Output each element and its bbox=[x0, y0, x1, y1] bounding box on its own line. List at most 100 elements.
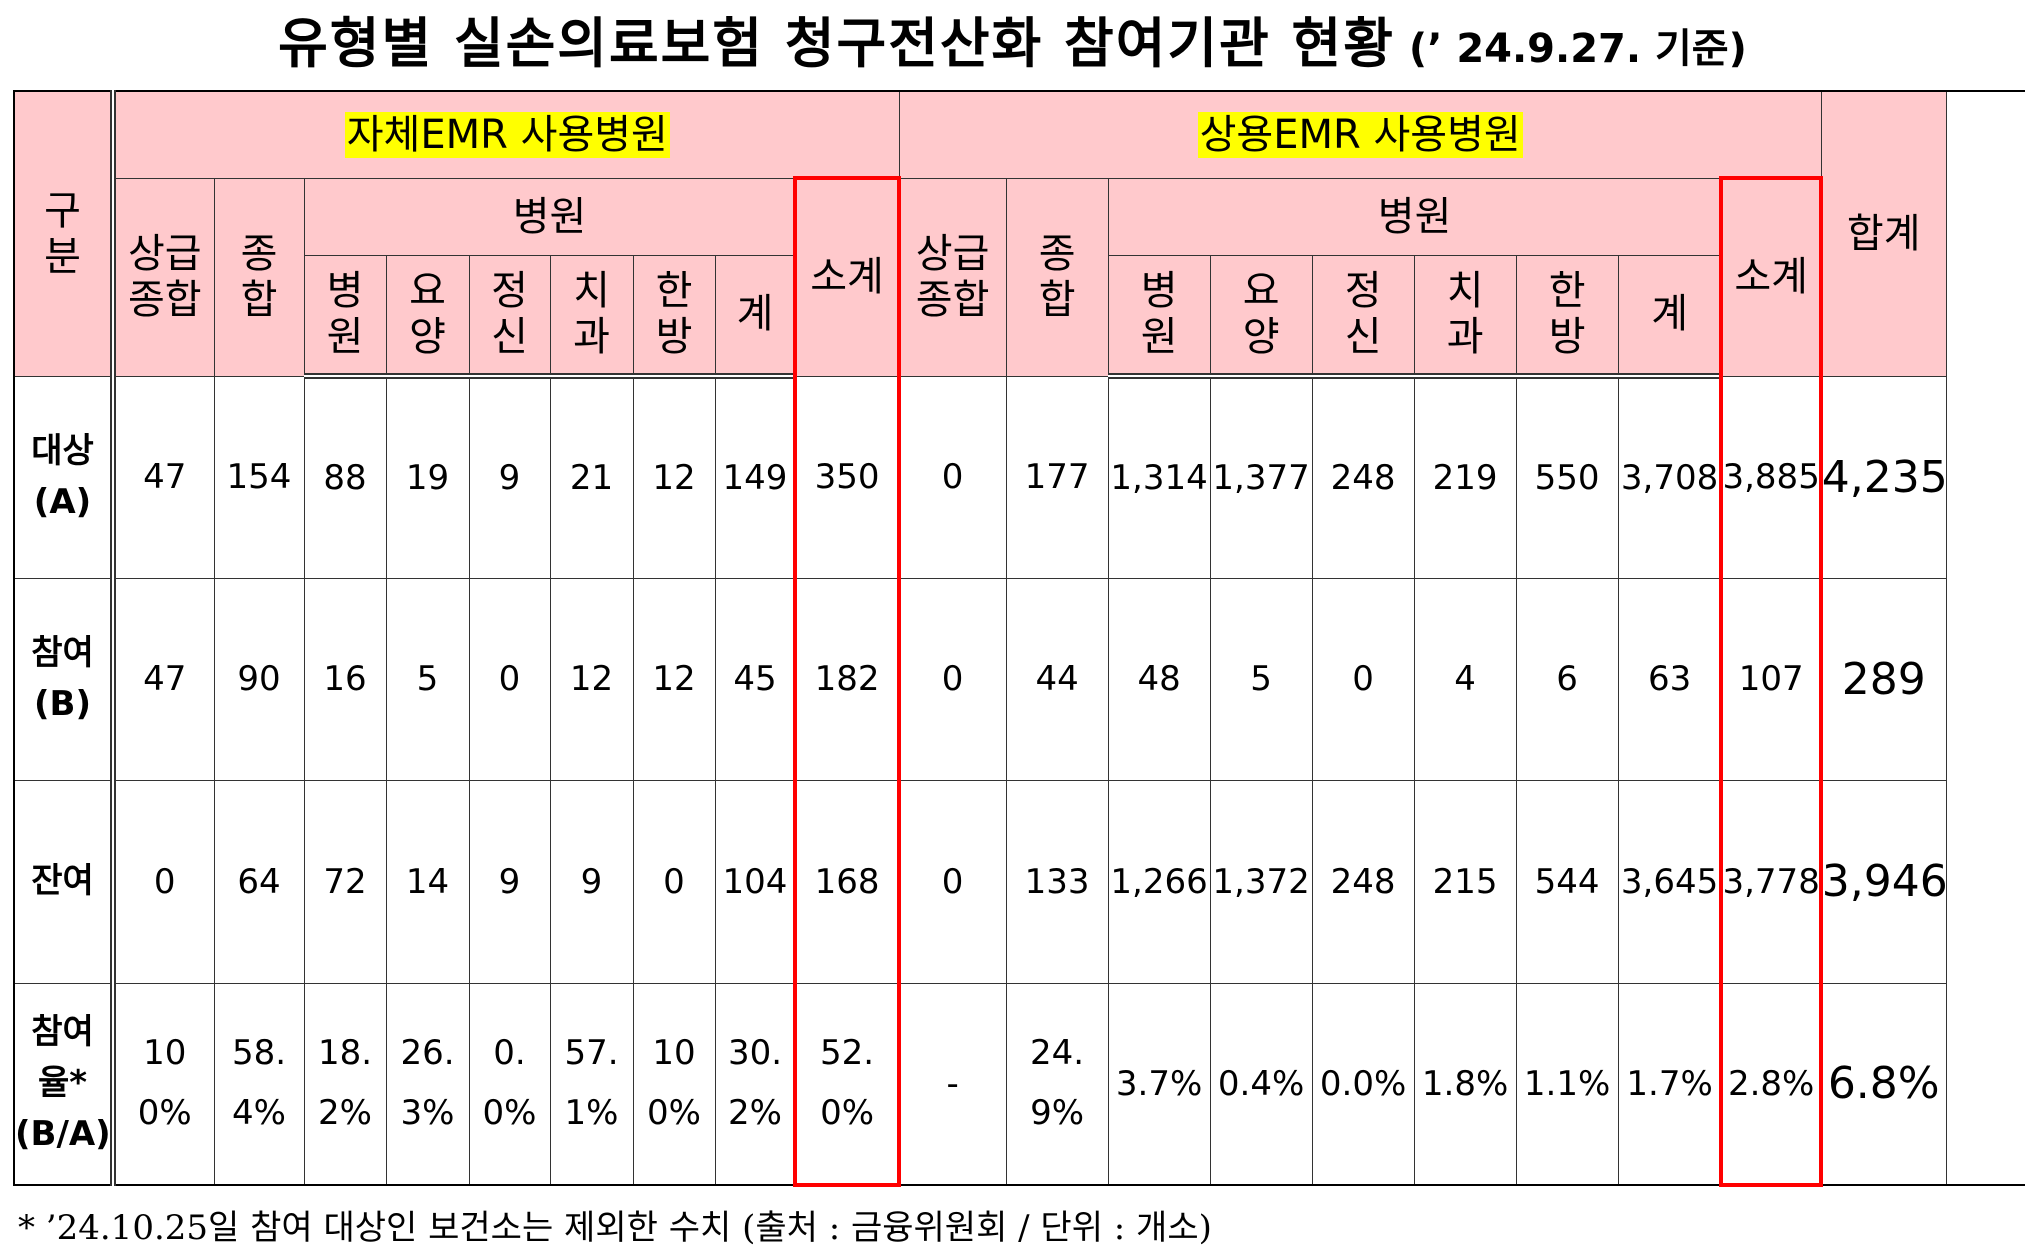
value-cell: 0 bbox=[1311, 577, 1415, 781]
value-cell: 100% bbox=[112, 982, 215, 1186]
subtotal-text: 소계 bbox=[810, 254, 884, 300]
type-text: 요 bbox=[409, 268, 446, 315]
cell-text: 1.7% bbox=[1626, 1063, 1713, 1104]
cell-text: 5 bbox=[1250, 659, 1272, 699]
cell-text: 3,708 bbox=[1620, 458, 1719, 499]
value-cell: 44 bbox=[1005, 577, 1109, 781]
value-cell: 0.0% bbox=[468, 982, 551, 1186]
cell-text: 57.1% bbox=[564, 1033, 619, 1133]
value-cell: 1,372 bbox=[1209, 779, 1313, 984]
value-cell: 154 bbox=[213, 375, 305, 579]
cell-text: 182 bbox=[814, 659, 880, 699]
cell-text: 3,645 bbox=[1620, 861, 1719, 902]
cell-text: 9 bbox=[498, 458, 521, 499]
cell-text: 45 bbox=[733, 659, 777, 699]
subtotal-header: 소계 bbox=[1720, 177, 1822, 377]
row-label-text: 율* bbox=[37, 1063, 88, 1104]
value-cell: 16 bbox=[303, 577, 387, 781]
cell-text: 100% bbox=[647, 1033, 701, 1133]
title-note: (’ 24.9.27. 기준) bbox=[1408, 26, 1747, 72]
value-cell: 149 bbox=[714, 375, 796, 579]
cell-text: 90 bbox=[237, 659, 281, 699]
type-text: 신 bbox=[1344, 314, 1382, 361]
type-text: 계 bbox=[1651, 291, 1688, 338]
value-cell: 0 bbox=[468, 577, 551, 781]
value-cell: 21 bbox=[549, 375, 634, 579]
value-cell: 0 bbox=[898, 779, 1007, 984]
row-label-text: 대상 bbox=[31, 431, 94, 471]
value-cell: 88 bbox=[303, 375, 387, 579]
cell-text: 219 bbox=[1432, 458, 1498, 499]
row-label-text: (A) bbox=[33, 482, 92, 522]
cell-text: 0 bbox=[941, 457, 964, 497]
subtotal-text: 소계 bbox=[1734, 254, 1808, 300]
cell-text: 0.0% bbox=[482, 1033, 537, 1133]
cell-text: 0 bbox=[498, 659, 521, 699]
group-name: 상용EMR 사용병원 bbox=[1197, 111, 1523, 158]
cell-text: 64 bbox=[237, 861, 281, 902]
type-text: 과 bbox=[1446, 314, 1484, 361]
cell-text: 1,372 bbox=[1212, 861, 1310, 902]
value-cell: 63 bbox=[1617, 577, 1722, 781]
value-cell: 18.2% bbox=[303, 982, 387, 1186]
title: 유형별 실손의료보험 청구전산화 참여기관 현황 bbox=[278, 12, 1395, 75]
value-cell: 3,645 bbox=[1617, 779, 1722, 984]
value-cell: 3,708 bbox=[1617, 375, 1722, 579]
value-cell: 4 bbox=[1413, 577, 1517, 781]
cell-text: 3,885 bbox=[1722, 457, 1820, 497]
cell-text: 47 bbox=[143, 659, 187, 699]
cell-text: 3,778 bbox=[1722, 861, 1820, 902]
cell-text: 3,946 bbox=[1821, 856, 1947, 907]
value-cell: 1.7% bbox=[1617, 982, 1722, 1186]
value-cell: 5 bbox=[1209, 577, 1313, 781]
type-text: 계 bbox=[736, 291, 774, 338]
value-cell: 3,885 bbox=[1720, 375, 1822, 579]
tertiary-header: 상급 종합 bbox=[112, 177, 215, 377]
value-cell: 45 bbox=[714, 577, 796, 781]
value-cell: 100% bbox=[632, 982, 716, 1186]
value-cell: 1.1% bbox=[1515, 982, 1619, 1186]
cell-text: 88 bbox=[323, 458, 367, 499]
row-label: 잔여 bbox=[13, 779, 116, 984]
type-text: 양 bbox=[1242, 314, 1280, 361]
type-text: 신 bbox=[491, 314, 528, 361]
value-cell: 52.0% bbox=[794, 982, 900, 1186]
header-row: 구 분 자체EMR 사용병원 상용EMR 사용병원 합계 bbox=[13, 90, 2025, 377]
total-cell: 289 bbox=[1820, 577, 1947, 781]
cell-text: 0 bbox=[153, 861, 176, 902]
general-text: 합 bbox=[240, 277, 278, 323]
cell-text: 0.4% bbox=[1217, 1063, 1305, 1104]
type-text: 방 bbox=[1548, 314, 1586, 361]
value-cell: 3.7% bbox=[1107, 982, 1211, 1186]
cell-text: 24.9% bbox=[1030, 1033, 1085, 1133]
value-cell: 248 bbox=[1311, 375, 1415, 579]
type-text: 정 bbox=[491, 268, 528, 315]
cell-text: 215 bbox=[1432, 861, 1498, 902]
value-cell: 0 bbox=[898, 375, 1007, 579]
row-label-text: (B/A) bbox=[15, 1114, 111, 1155]
value-cell: 9 bbox=[549, 779, 634, 984]
cell-text: 550 bbox=[1534, 458, 1600, 499]
cell-text: 19 bbox=[405, 458, 450, 499]
tertiary-text: 종합 bbox=[915, 277, 990, 323]
cell-text: 0 bbox=[1352, 659, 1374, 699]
value-cell: 58.4% bbox=[213, 982, 305, 1186]
value-cell: 26.3% bbox=[385, 982, 470, 1186]
cell-text: 12 bbox=[569, 659, 614, 699]
type-header: 계 bbox=[714, 254, 796, 379]
cell-text: 133 bbox=[1024, 861, 1090, 902]
value-cell: 3,778 bbox=[1720, 779, 1822, 984]
cell-text: 26.3% bbox=[400, 1033, 455, 1133]
cell-text: 3.7% bbox=[1115, 1063, 1203, 1104]
value-cell: 5 bbox=[385, 577, 470, 781]
tertiary-text: 종합 bbox=[127, 277, 202, 323]
cell-text: 47 bbox=[143, 457, 187, 497]
cell-text: 63 bbox=[1647, 659, 1692, 699]
cell-text: 44 bbox=[1035, 659, 1079, 699]
value-cell: 107 bbox=[1720, 577, 1822, 781]
value-cell: 24.9% bbox=[1005, 982, 1109, 1186]
cell-text: 350 bbox=[814, 457, 880, 497]
